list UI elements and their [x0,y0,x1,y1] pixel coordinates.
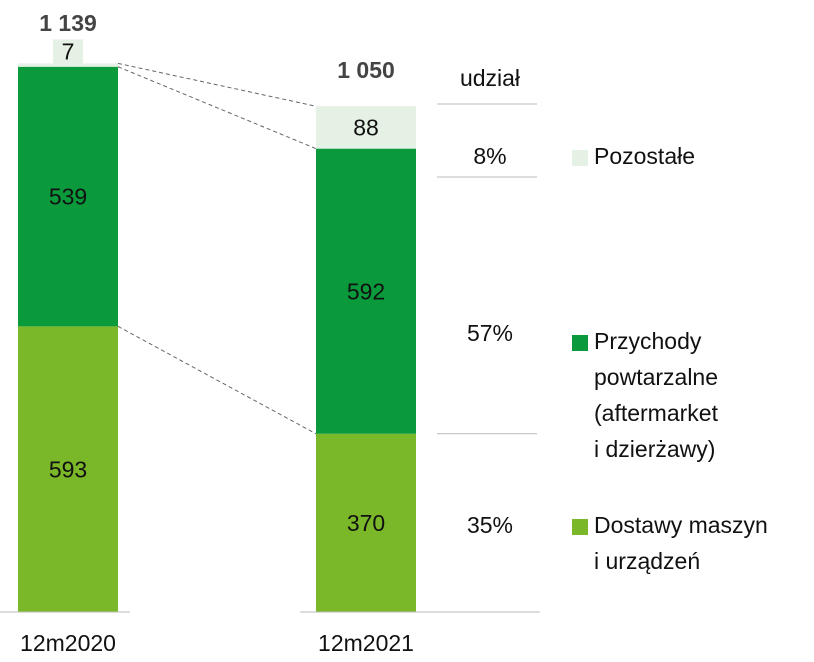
share-label: 8% [473,143,506,169]
segment-label: 88 [353,115,379,141]
bar-segment [316,433,416,612]
share-label: 57% [467,320,513,346]
connector [117,62,317,107]
total-label: 1 139 [39,10,97,36]
segment-label: 593 [49,456,87,482]
legend-swatch [572,519,588,535]
share-label: 35% [467,512,513,538]
connector [117,66,317,150]
segment-label: 370 [347,510,385,536]
segment-label: 592 [347,278,385,304]
legend-label: Dostawy maszyn i urządzeń [594,512,768,574]
x-tick-label: 12m2020 [20,630,116,656]
segment-label: 7 [62,38,75,64]
label-box [53,39,83,66]
bar-segment [18,66,118,327]
connector [117,325,317,435]
x-tick-label: 12m2021 [318,630,414,656]
total-label: 1 050 [337,57,395,83]
legend-swatch [572,335,588,351]
legend-swatch [572,150,588,166]
legend-label: Pozostałe [594,143,695,169]
legend-label: Przychody powtarzalne (aftermarket i dzierż… [594,328,719,462]
share-title: udział [460,65,520,91]
bar-segment [18,326,118,612]
segment-label: 539 [49,184,87,210]
label-bg [344,111,388,144]
bar-segment [316,148,416,434]
